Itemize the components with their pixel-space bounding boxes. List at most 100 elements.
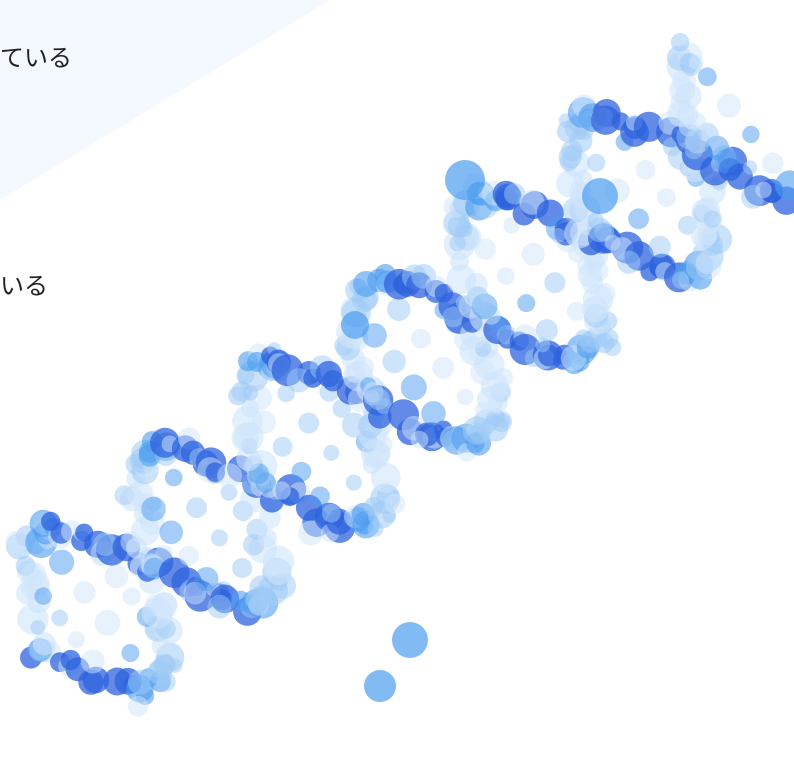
helix-rung-dot xyxy=(362,323,387,348)
helix-rung-dot xyxy=(456,388,474,406)
helix-accent-dot xyxy=(341,311,369,339)
helix-dot xyxy=(455,295,470,310)
helix-rung-dot xyxy=(141,496,166,522)
helix-rung-dot xyxy=(178,545,199,566)
helix-dot xyxy=(30,620,46,635)
helix-dot xyxy=(475,402,491,418)
helix-rung-dot xyxy=(121,644,140,662)
helix-dot xyxy=(258,528,277,548)
helix-dot xyxy=(743,160,758,175)
helix-dot xyxy=(495,413,510,428)
helix-rung-dot xyxy=(688,112,706,131)
helix-dot xyxy=(259,507,281,529)
helix-rung-dot xyxy=(80,649,105,674)
helix-rung-dot xyxy=(51,609,69,627)
helix-rung-dot xyxy=(628,208,649,230)
helix-rung-dot xyxy=(220,484,238,501)
helix-accent-dot xyxy=(364,670,396,702)
helix-rung-dot xyxy=(432,357,454,379)
helix-rung-dot xyxy=(375,397,392,414)
helix-rung-dot xyxy=(104,564,129,589)
helix-rung-dot xyxy=(323,444,340,461)
helix-rung-dot xyxy=(648,235,671,258)
helix-rung-dot xyxy=(604,234,621,251)
helix-dot xyxy=(695,251,720,275)
helix-rung-dot xyxy=(345,474,362,491)
helix-rung-dot xyxy=(310,486,330,507)
text-fragment-1: ている xyxy=(0,44,72,72)
helix-rung-dot xyxy=(544,272,566,294)
helix-rung-dot xyxy=(466,286,489,309)
helix-rung-dot xyxy=(194,567,219,591)
helix-rung-dot xyxy=(165,468,183,487)
helix-dot xyxy=(207,594,232,619)
helix-rung-dot xyxy=(521,242,545,266)
helix-rung-dot xyxy=(421,401,446,426)
helix-dot xyxy=(384,493,406,515)
helix-dot xyxy=(322,503,341,523)
helix-dot xyxy=(470,359,496,385)
helix-dot xyxy=(21,562,47,587)
helix-dot xyxy=(82,666,110,694)
helix-dot xyxy=(154,654,175,676)
helix-rung-dot xyxy=(678,215,697,235)
helix-rung-dot xyxy=(73,581,96,604)
helix-rung-dot xyxy=(210,529,228,547)
helix-dot xyxy=(579,330,602,353)
helix-dot xyxy=(676,123,702,150)
helix-dot xyxy=(603,338,622,357)
helix-dot xyxy=(93,532,117,556)
helix-rung-dot xyxy=(717,93,742,118)
helix-dot xyxy=(688,55,704,70)
helix-rung-dot xyxy=(566,301,586,321)
helix-rung-dot xyxy=(411,328,431,349)
helix-dot xyxy=(755,181,772,199)
helix-dot xyxy=(703,210,721,228)
helix-rung-dot xyxy=(535,319,558,342)
helix-dot xyxy=(449,235,466,252)
helix-dot xyxy=(446,264,477,295)
helix-dot xyxy=(672,271,690,289)
helix-rung-dot xyxy=(517,294,536,313)
helix-dot xyxy=(442,306,464,328)
helix-rung-dot xyxy=(742,125,760,144)
helix-rung-dot xyxy=(122,587,141,606)
helix-dot xyxy=(272,481,291,500)
helix-dot xyxy=(217,463,243,489)
text-fragment-2: いる xyxy=(0,272,48,300)
helix-accent-dot xyxy=(445,160,485,200)
helix-dot xyxy=(152,592,177,617)
helix-dot xyxy=(127,669,153,695)
helix-rung-dot xyxy=(697,67,717,87)
helix-rung-dot xyxy=(474,238,496,260)
helix-dot xyxy=(410,430,429,449)
helix-dot xyxy=(550,228,566,243)
helix-dot xyxy=(236,446,261,472)
helix-dot xyxy=(617,250,641,274)
helix-rung-dot xyxy=(67,631,85,649)
helix-rung-dot xyxy=(657,188,676,207)
helix-dot xyxy=(561,139,583,162)
helix-dot xyxy=(5,530,29,554)
helix-accent-dot xyxy=(392,622,428,658)
helix-dot xyxy=(127,695,149,717)
helix-rung-dot xyxy=(496,267,515,285)
helix-rung-dot xyxy=(94,609,121,636)
helix-rung-dot xyxy=(49,549,75,575)
helix-rung-dot xyxy=(291,461,312,482)
helix-rung-dot xyxy=(635,159,656,180)
helix-rung-dot xyxy=(232,558,253,578)
helix-rung-dot xyxy=(272,436,293,457)
helix-dot xyxy=(775,170,794,200)
helix-accent-dot xyxy=(582,178,618,214)
helix-dot xyxy=(32,632,57,656)
helix-rung-dot xyxy=(251,410,276,435)
helix-rung-dot xyxy=(298,412,320,434)
helix-rung-dot xyxy=(587,153,606,172)
helix-rung-dot xyxy=(186,497,208,519)
helix-dot xyxy=(298,520,324,546)
background-wedge-shape xyxy=(0,0,330,200)
helix-rung-dot xyxy=(382,349,406,374)
